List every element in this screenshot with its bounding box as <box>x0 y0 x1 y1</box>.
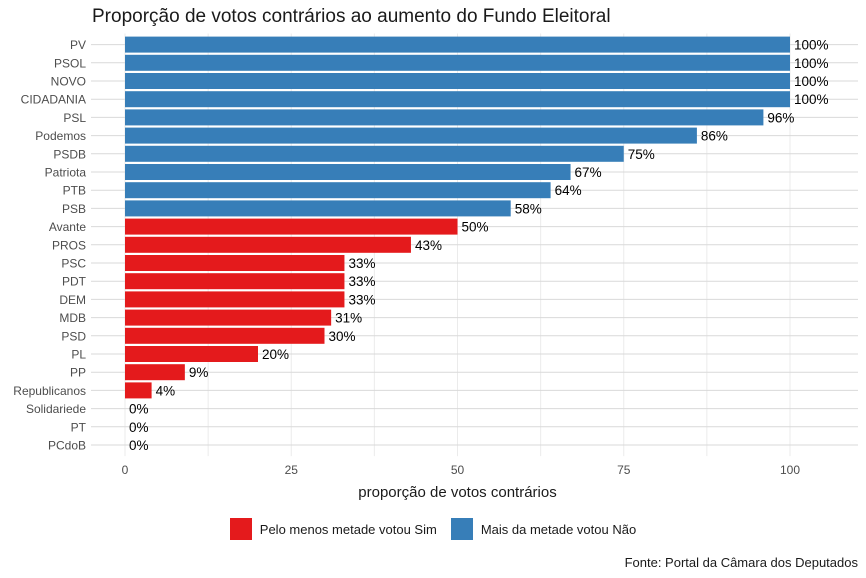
x-tick-label: 75 <box>617 463 631 477</box>
value-label: 75% <box>628 147 655 162</box>
value-label: 50% <box>462 220 489 235</box>
bar-Avante <box>125 218 458 235</box>
value-label: 58% <box>515 201 542 216</box>
category-label: PSB <box>62 202 86 216</box>
bar-PROS <box>125 236 411 253</box>
category-label: PV <box>70 38 86 52</box>
category-label: Republicanos <box>13 384 86 398</box>
bar-PP <box>125 364 185 381</box>
category-label: Solidariede <box>26 402 86 416</box>
legend: Pelo menos metade votou Sim Mais da meta… <box>0 518 866 540</box>
legend-key-sim <box>229 518 252 540</box>
category-label: PT <box>71 420 87 434</box>
category-label: PSDB <box>53 147 86 161</box>
x-tick-label: 25 <box>285 463 299 477</box>
category-label: PSC <box>61 257 86 271</box>
value-label: 0% <box>129 420 149 435</box>
caption: Fonte: Portal da Câmara dos Deputados <box>624 555 858 570</box>
bar-NOVO <box>125 73 790 89</box>
bar-PL <box>125 346 258 362</box>
bar-PSB <box>125 200 511 217</box>
value-label: 30% <box>329 329 356 344</box>
value-label: 100% <box>794 56 829 71</box>
value-label: 33% <box>348 256 375 271</box>
legend-item-nao: Mais da metade votou Não <box>450 518 637 540</box>
category-label: PSD <box>61 329 86 343</box>
category-label: PTB <box>63 184 86 198</box>
value-label: 100% <box>794 38 829 53</box>
category-label: PDT <box>62 275 87 289</box>
value-label: 86% <box>701 129 728 144</box>
legend-key-nao <box>450 518 473 540</box>
bar-PSL <box>125 109 764 126</box>
value-label: 31% <box>335 311 362 326</box>
x-tick-label: 100 <box>780 463 800 477</box>
value-label: 20% <box>262 347 289 362</box>
legend-label-nao: Mais da metade votou Não <box>480 521 637 537</box>
chart-title: Proporção de votos contrários ao aumento… <box>92 6 611 27</box>
bar-PDT <box>125 273 345 290</box>
category-label: PL <box>71 348 86 362</box>
bar-Podemos <box>125 127 697 144</box>
value-label: 43% <box>415 238 442 253</box>
bar-PSC <box>125 255 345 271</box>
value-label: 67% <box>575 165 602 180</box>
category-label: PROS <box>52 238 86 252</box>
value-label: 0% <box>129 438 149 453</box>
category-label: NOVO <box>51 75 86 89</box>
bar-PTB <box>125 182 551 199</box>
value-label: 100% <box>794 74 829 89</box>
bar-CIDADANIA <box>125 91 790 108</box>
category-label: Patriota <box>45 166 87 180</box>
x-tick-label: 0 <box>122 463 129 477</box>
bar-MDB <box>125 309 332 326</box>
value-label: 96% <box>767 110 794 125</box>
value-label: 9% <box>189 365 209 380</box>
category-label: CIDADANIA <box>21 93 86 107</box>
legend-item-sim: Pelo menos metade votou Sim <box>229 518 437 540</box>
value-label: 100% <box>794 92 829 107</box>
category-label: PSOL <box>54 56 86 70</box>
category-label: Podemos <box>35 129 86 143</box>
legend-label-sim: Pelo menos metade votou Sim <box>259 521 437 537</box>
category-label: MDB <box>59 311 86 325</box>
value-label: 33% <box>348 292 375 307</box>
bar-PSDB <box>125 145 624 162</box>
category-label: PP <box>70 366 86 380</box>
value-label: 64% <box>555 183 582 198</box>
bar-DEM <box>125 291 345 308</box>
category-label: DEM <box>59 293 86 307</box>
category-label: PCdoB <box>48 439 86 453</box>
category-label: PSL <box>63 111 86 125</box>
x-tick-label: 50 <box>451 463 465 477</box>
bar-PSD <box>125 327 325 344</box>
x-axis-title: proporção de votos contrários <box>358 484 556 501</box>
value-label: 0% <box>129 402 149 417</box>
bar-PSOL <box>125 54 790 71</box>
value-label: 4% <box>156 383 176 398</box>
bar-Patriota <box>125 164 571 180</box>
category-label: Avante <box>49 220 86 234</box>
bar-PV <box>125 36 790 53</box>
bar-Republicanos <box>125 382 152 399</box>
value-label: 33% <box>348 274 375 289</box>
